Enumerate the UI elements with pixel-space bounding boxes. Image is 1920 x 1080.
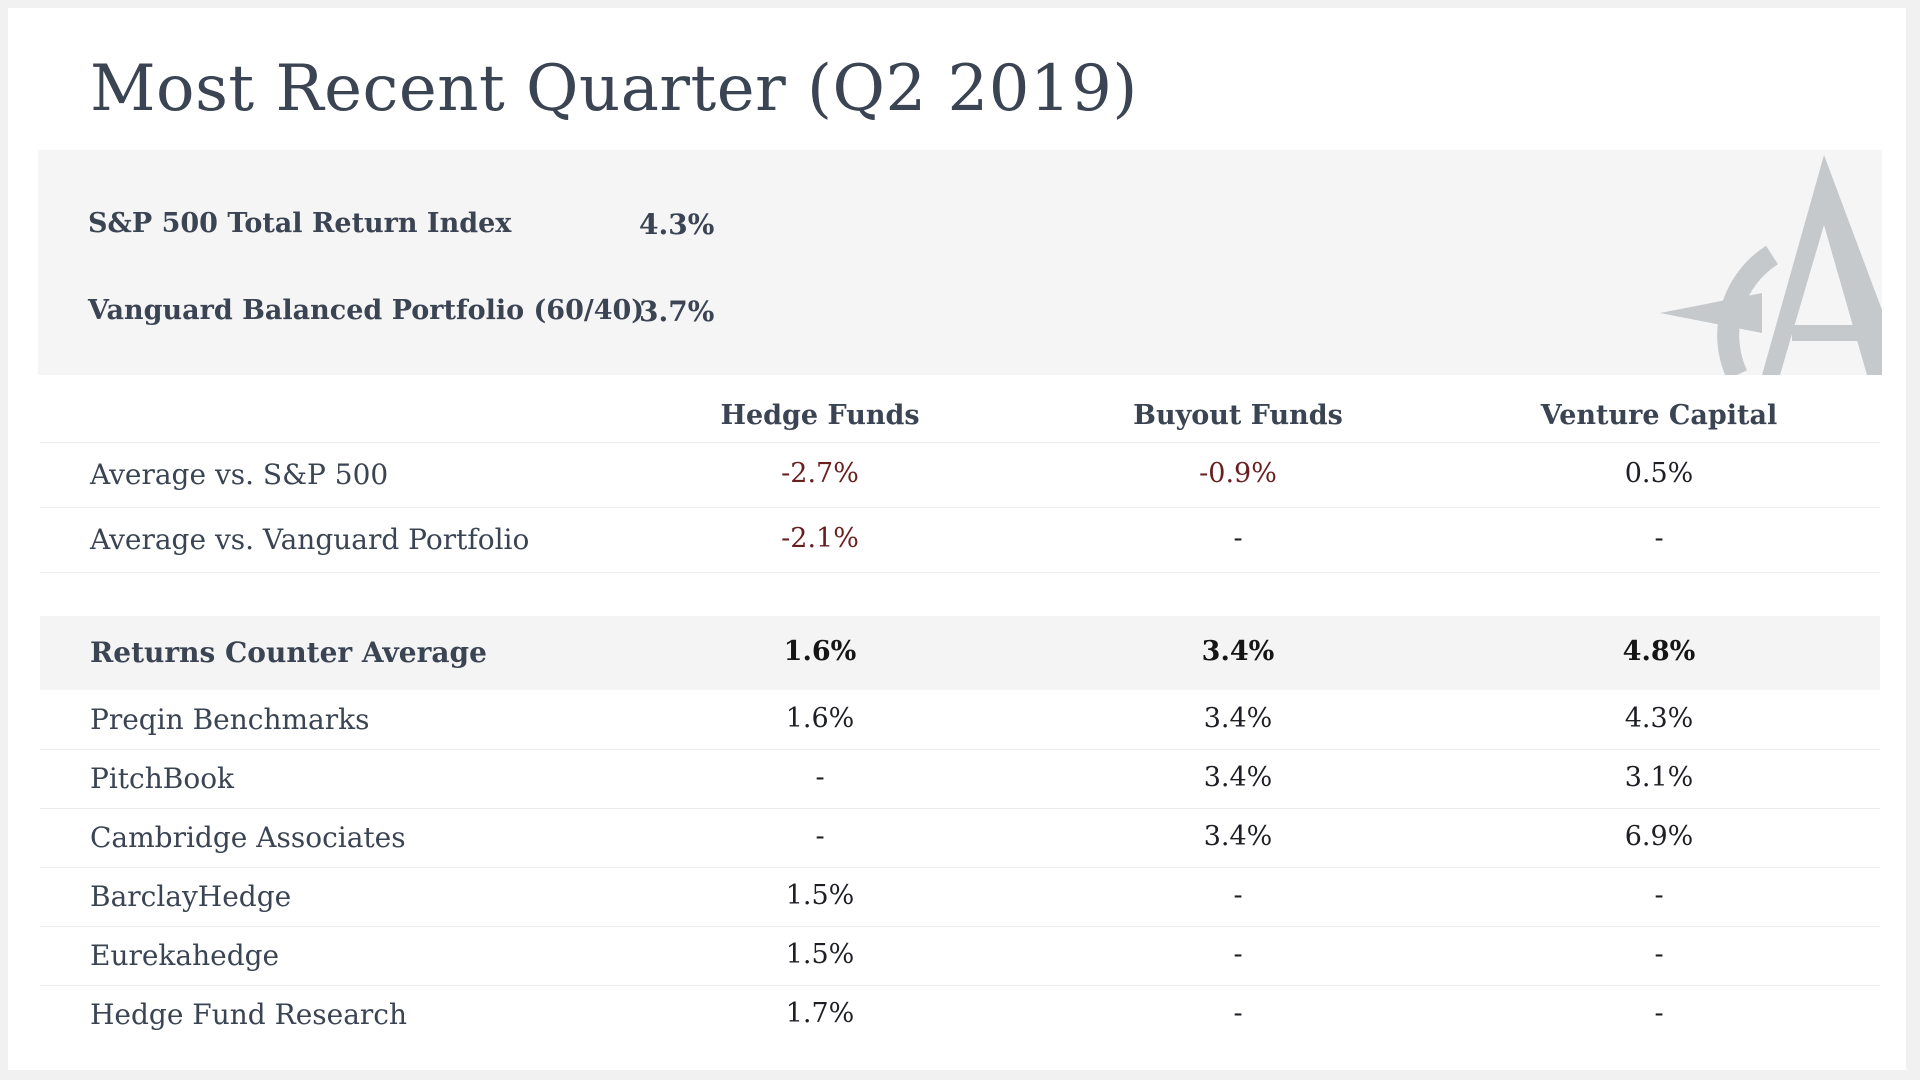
table-row: Average vs. Vanguard Portfolio -2.1% - - — [40, 508, 1880, 573]
cell-value: - — [1654, 523, 1664, 554]
benchmark-value: 3.7% — [639, 295, 715, 328]
cell-value: - — [1233, 998, 1243, 1029]
table-row: Eurekahedge 1.5% - - — [40, 927, 1880, 986]
cell-value: -0.9% — [1199, 458, 1277, 489]
cell-value: 1.5% — [785, 939, 855, 970]
cell-value: 3.4% — [1203, 821, 1273, 852]
cell-value: - — [1233, 880, 1243, 911]
cell-value: 0.5% — [1624, 458, 1694, 489]
benchmark-label: S&P 500 Total Return Index — [88, 208, 512, 239]
cell-value: 1.5% — [785, 880, 855, 911]
row-label: BarclayHedge — [90, 880, 292, 913]
cell-value: - — [815, 762, 825, 793]
cell-value: - — [1654, 880, 1664, 911]
table-row: Cambridge Associates - 3.4% 6.9% — [40, 809, 1880, 868]
table-row: Average vs. S&P 500 -2.7% -0.9% 0.5% — [40, 443, 1880, 508]
column-header-hedge-funds: Hedge Funds — [720, 400, 920, 431]
cell-value: 3.4% — [1201, 636, 1275, 667]
row-label: Eurekahedge — [90, 939, 280, 972]
column-header-buyout-funds: Buyout Funds — [1133, 400, 1343, 431]
table-row: PitchBook - 3.4% 3.1% — [40, 750, 1880, 809]
cell-value: 4.8% — [1622, 636, 1696, 667]
row-label: Cambridge Associates — [90, 821, 406, 854]
cell-value: - — [1654, 939, 1664, 970]
table-row: Hedge Fund Research 1.7% - - — [40, 986, 1880, 1044]
row-label: Average vs. S&P 500 — [90, 458, 389, 491]
row-label: Average vs. Vanguard Portfolio — [90, 523, 530, 556]
row-label: PitchBook — [90, 762, 235, 795]
cell-value: 4.3% — [1624, 703, 1694, 734]
cell-value: 6.9% — [1624, 821, 1694, 852]
cell-value: - — [1233, 939, 1243, 970]
cell-value: 3.1% — [1624, 762, 1694, 793]
cell-value: -2.1% — [781, 523, 859, 554]
cell-value: 1.6% — [783, 636, 857, 667]
column-header-venture-capital: Venture Capital — [1540, 400, 1778, 431]
cell-value: 3.4% — [1203, 703, 1273, 734]
cell-value: 3.4% — [1203, 762, 1273, 793]
cell-value: 1.7% — [785, 998, 855, 1029]
column-headers: Hedge Funds Buyout Funds Venture Capital — [8, 400, 1906, 440]
table-row: BarclayHedge 1.5% - - — [40, 868, 1880, 927]
row-label: Preqin Benchmarks — [90, 703, 370, 736]
average-row: Returns Counter Average 1.6% 3.4% 4.8% — [40, 616, 1880, 690]
table-row: Preqin Benchmarks 1.6% 3.4% 4.3% — [40, 691, 1880, 750]
report-card: Most Recent Quarter (Q2 2019) S&P 500 To… — [8, 8, 1906, 1070]
page-title: Most Recent Quarter (Q2 2019) — [90, 52, 1138, 126]
cell-value: 1.6% — [785, 703, 855, 734]
benchmark-value: 4.3% — [639, 208, 715, 241]
benchmark-label: Vanguard Balanced Portfolio (60/40) — [88, 295, 645, 326]
compass-a-logo-icon — [1660, 155, 1882, 375]
cell-value: - — [1654, 998, 1664, 1029]
cell-value: -2.7% — [781, 458, 859, 489]
cell-value: - — [1233, 523, 1243, 554]
row-label: Hedge Fund Research — [90, 998, 408, 1031]
cell-value: - — [815, 821, 825, 852]
row-label: Returns Counter Average — [90, 636, 487, 669]
header-divider — [40, 442, 1880, 443]
benchmark-summary-panel: S&P 500 Total Return Index 4.3% Vanguard… — [38, 150, 1882, 375]
